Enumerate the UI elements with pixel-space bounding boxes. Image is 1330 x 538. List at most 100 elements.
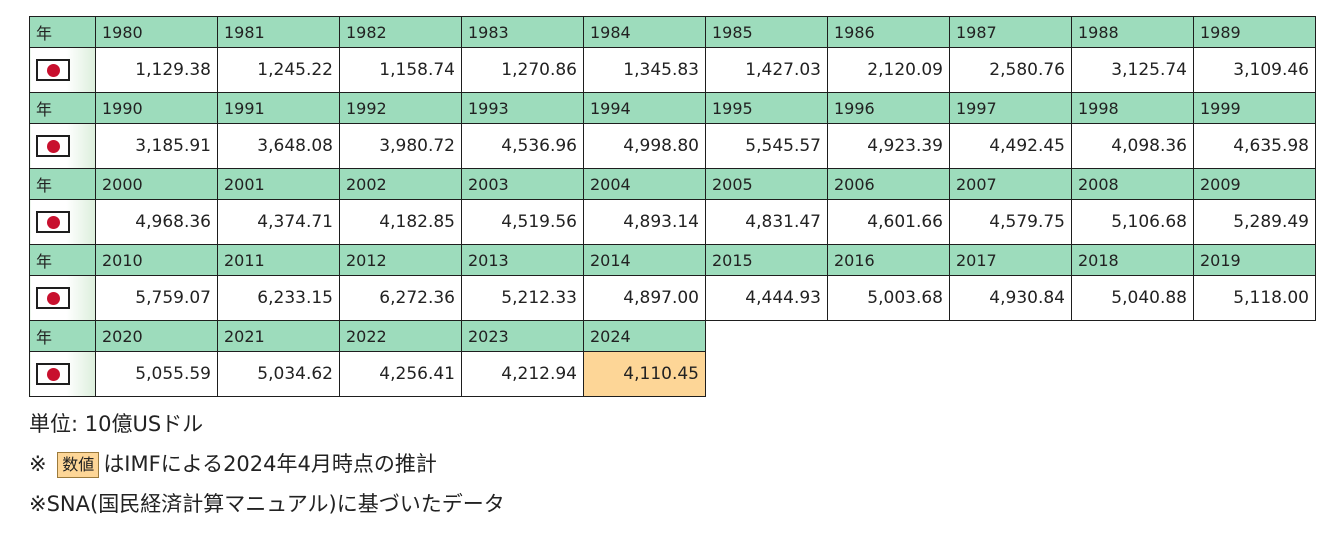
value-cell: 1,245.22 bbox=[217, 47, 340, 93]
year-cell: 1994 bbox=[583, 92, 706, 124]
empty-cell bbox=[1072, 321, 1194, 352]
year-cell: 1996 bbox=[827, 92, 950, 124]
year-cell: 1981 bbox=[217, 16, 340, 48]
empty-cell bbox=[706, 352, 828, 397]
value-row: 1,129.38 1,245.22 1,158.74 1,270.86 1,345.83… bbox=[29, 47, 1316, 93]
year-cell: 1984 bbox=[583, 16, 706, 48]
empty-cell bbox=[950, 352, 1072, 397]
year-cell: 2011 bbox=[217, 244, 340, 276]
year-cell: 1992 bbox=[339, 92, 462, 124]
year-header-label: 年 bbox=[29, 92, 96, 124]
flag-disc bbox=[46, 139, 60, 153]
gdp-table: 年 1980 1981 1982 1983 1984 1985 1986 1987 1988 198… bbox=[29, 16, 1316, 397]
value-cell: 4,492.45 bbox=[949, 123, 1072, 169]
year-cell: 2008 bbox=[1071, 168, 1194, 200]
year-row: 年 1990 1991 1992 1993 1994 1995 1996 1997 1998 199… bbox=[29, 92, 1316, 124]
empty-cell bbox=[706, 321, 828, 352]
japan-flag-icon bbox=[36, 59, 70, 81]
flag-cell bbox=[29, 47, 96, 93]
year-cell: 1989 bbox=[1193, 16, 1316, 48]
value-cell: 5,003.68 bbox=[827, 275, 950, 321]
japan-flag-icon bbox=[36, 211, 70, 233]
value-cell: 3,648.08 bbox=[217, 123, 340, 169]
empty-cell bbox=[950, 321, 1072, 352]
year-cell: 2014 bbox=[583, 244, 706, 276]
year-cell: 1986 bbox=[827, 16, 950, 48]
value-cell: 6,233.15 bbox=[217, 275, 340, 321]
year-cell: 2019 bbox=[1193, 244, 1316, 276]
value-cell: 5,759.07 bbox=[95, 275, 218, 321]
year-header-label: 年 bbox=[29, 16, 96, 48]
year-cell: 2005 bbox=[705, 168, 828, 200]
japan-flag-icon bbox=[36, 135, 70, 157]
value-cell: 4,831.47 bbox=[705, 199, 828, 245]
year-header-label: 年 bbox=[29, 244, 96, 276]
year-cell: 2015 bbox=[705, 244, 828, 276]
value-cell: 5,118.00 bbox=[1193, 275, 1316, 321]
year-row: 年 1980 1981 1982 1983 1984 1985 1986 1987 1988 198… bbox=[29, 16, 1316, 48]
value-cell: 4,998.80 bbox=[583, 123, 706, 169]
estimate-note: ※ 数値 はIMFによる2024年4月時点の推計 bbox=[29, 444, 505, 484]
value-row: 4,968.36 4,374.71 4,182.85 4,519.56 4,893.14… bbox=[29, 199, 1316, 245]
value-cell: 5,545.57 bbox=[705, 123, 828, 169]
year-cell: 2023 bbox=[461, 320, 584, 352]
value-cell: 5,055.59 bbox=[95, 351, 218, 397]
year-cell: 1995 bbox=[705, 92, 828, 124]
year-header-label: 年 bbox=[29, 168, 96, 200]
value-cell: 4,182.85 bbox=[339, 199, 462, 245]
value-row: 3,185.91 3,648.08 3,980.72 4,536.96 4,998.80… bbox=[29, 123, 1316, 169]
value-cell: 4,212.94 bbox=[461, 351, 584, 397]
year-row: 年 2020 2021 2022 2023 2024 bbox=[29, 320, 1316, 352]
year-cell: 2006 bbox=[827, 168, 950, 200]
value-cell: 4,579.75 bbox=[949, 199, 1072, 245]
year-cell: 1990 bbox=[95, 92, 218, 124]
value-cell: 3,125.74 bbox=[1071, 47, 1194, 93]
value-cell: 2,120.09 bbox=[827, 47, 950, 93]
flag-cell bbox=[29, 275, 96, 321]
value-cell: 5,212.33 bbox=[461, 275, 584, 321]
year-cell: 2012 bbox=[339, 244, 462, 276]
year-cell: 2007 bbox=[949, 168, 1072, 200]
value-cell: 4,519.56 bbox=[461, 199, 584, 245]
value-cell: 4,098.36 bbox=[1071, 123, 1194, 169]
notes: 単位: 10億USドル ※ 数値 はIMFによる2024年4月時点の推計 ※SNA… bbox=[29, 404, 505, 524]
value-cell: 4,923.39 bbox=[827, 123, 950, 169]
value-cell: 6,272.36 bbox=[339, 275, 462, 321]
year-cell: 1991 bbox=[217, 92, 340, 124]
value-cell: 5,034.62 bbox=[217, 351, 340, 397]
value-cell: 1,345.83 bbox=[583, 47, 706, 93]
year-cell: 1998 bbox=[1071, 92, 1194, 124]
year-cell: 2024 bbox=[583, 320, 706, 352]
year-cell: 1987 bbox=[949, 16, 1072, 48]
year-cell: 1985 bbox=[705, 16, 828, 48]
year-cell: 2020 bbox=[95, 320, 218, 352]
year-cell: 1999 bbox=[1193, 92, 1316, 124]
value-cell: 4,930.84 bbox=[949, 275, 1072, 321]
value-cell: 5,289.49 bbox=[1193, 199, 1316, 245]
value-cell: 1,427.03 bbox=[705, 47, 828, 93]
empty-cell bbox=[1072, 352, 1194, 397]
value-cell: 4,968.36 bbox=[95, 199, 218, 245]
empty-cell bbox=[828, 352, 950, 397]
value-cell: 2,580.76 bbox=[949, 47, 1072, 93]
flag-disc bbox=[46, 291, 60, 305]
year-cell: 2018 bbox=[1071, 244, 1194, 276]
estimate-legend-swatch: 数値 bbox=[57, 452, 100, 478]
year-row: 年 2010 2011 2012 2013 2014 2015 2016 2017 2018 201… bbox=[29, 244, 1316, 276]
flag-disc bbox=[46, 215, 60, 229]
value-cell: 1,129.38 bbox=[95, 47, 218, 93]
year-cell: 2001 bbox=[217, 168, 340, 200]
year-cell: 1982 bbox=[339, 16, 462, 48]
empty-cell bbox=[1194, 352, 1316, 397]
value-cell: 4,256.41 bbox=[339, 351, 462, 397]
flag-cell bbox=[29, 199, 96, 245]
value-cell: 4,897.00 bbox=[583, 275, 706, 321]
year-cell: 1988 bbox=[1071, 16, 1194, 48]
year-cell: 2003 bbox=[461, 168, 584, 200]
value-cell: 1,270.86 bbox=[461, 47, 584, 93]
year-cell: 1993 bbox=[461, 92, 584, 124]
value-cell: 4,110.45 bbox=[583, 351, 706, 397]
year-cell: 2002 bbox=[339, 168, 462, 200]
year-cell: 2021 bbox=[217, 320, 340, 352]
year-header-label: 年 bbox=[29, 320, 96, 352]
